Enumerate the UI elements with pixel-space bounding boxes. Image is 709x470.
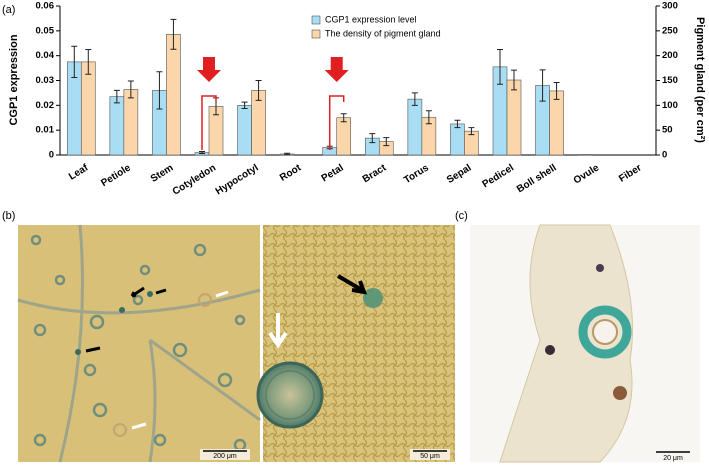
x-tick-label: Leaf — [67, 162, 91, 183]
micrograph — [258, 225, 455, 462]
bar — [408, 99, 422, 155]
x-tick-label: Fiber — [617, 162, 644, 184]
panel-label: (c) — [455, 210, 468, 222]
highlight-arrow — [197, 57, 221, 82]
bar — [450, 124, 464, 155]
y2-tick-label: 0 — [662, 150, 667, 161]
legend-label: The density of pigment gland — [325, 28, 441, 38]
bar — [238, 105, 252, 155]
y-tick-label: 0.04 — [36, 50, 55, 61]
panel-label: (a) — [2, 4, 15, 16]
y-tick-label: 0.06 — [36, 1, 55, 12]
bar — [550, 91, 564, 155]
highlight-arrow — [325, 57, 349, 82]
x-tick-label: Petal — [320, 162, 346, 184]
legend-swatch — [312, 16, 320, 24]
x-tick-label: Sepal — [445, 162, 474, 186]
y-tick-label: 0.01 — [36, 125, 55, 136]
micrograph — [470, 225, 700, 462]
y2-tick-label: 50 — [662, 125, 673, 136]
y-tick-label: 0.02 — [36, 100, 55, 111]
bar — [166, 34, 180, 155]
y2-tick-label: 200 — [662, 50, 678, 61]
scale-bar-label: 200 μm — [213, 453, 237, 460]
x-tick-label: Root — [278, 162, 304, 184]
x-tick-label: Hypocotyl — [214, 162, 261, 197]
legend-swatch — [312, 30, 320, 38]
x-tick-label: Stem — [149, 162, 176, 184]
panel-label: (b) — [2, 210, 15, 222]
y-tick-label: 0.03 — [36, 75, 55, 86]
scale-bar-label: 20 μm — [663, 455, 683, 462]
bar — [507, 80, 521, 155]
x-tick-label: Torus — [402, 162, 431, 186]
y2-tick-label: 150 — [662, 75, 678, 86]
x-tick-label: Boll shell — [515, 162, 559, 195]
bar — [110, 97, 124, 155]
bar — [124, 89, 138, 155]
bar — [337, 118, 351, 155]
x-tick-label: Cotyledon — [171, 162, 218, 197]
y2-tick-label: 250 — [662, 25, 678, 36]
x-tick-label: Petiole — [99, 162, 133, 189]
y-tick-label: 0.05 — [36, 25, 55, 36]
x-tick-label: Bract — [361, 162, 389, 185]
x-tick-label: Ovule — [572, 162, 602, 186]
micrograph — [18, 225, 260, 462]
y2-axis-label: Pigment gland (per cm²) — [694, 17, 706, 143]
y2-tick-label: 100 — [662, 100, 678, 111]
y2-tick-label: 300 — [662, 1, 678, 12]
scale-bar-label: 50 μm — [420, 453, 440, 460]
y-axis-label: CGP1 expression — [8, 34, 20, 125]
y-tick-label: 0 — [49, 150, 54, 161]
bar — [81, 62, 95, 155]
x-tick-label: Pedicel — [480, 162, 516, 190]
legend-label: CGP1 expression level — [325, 14, 417, 24]
